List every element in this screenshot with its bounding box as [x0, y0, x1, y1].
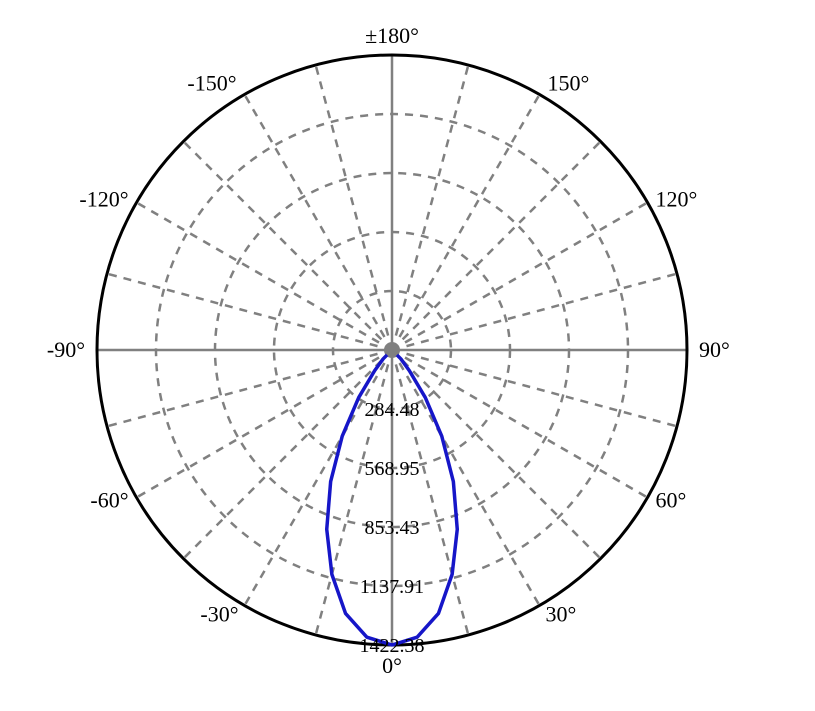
angle-label: 30° — [546, 601, 577, 626]
radial-tick-label: 1137.91 — [360, 576, 424, 598]
radial-tick-label: 568.95 — [365, 458, 420, 480]
angle-label: 90° — [699, 337, 730, 362]
polar-chart: 284.48568.95853.431137.911422.38±180°150… — [0, 0, 815, 711]
radial-tick-label: 853.43 — [365, 517, 420, 539]
angle-label: -90° — [47, 337, 85, 362]
angle-label: 0° — [382, 653, 402, 678]
angle-label: ±180° — [365, 23, 419, 48]
angle-label: 150° — [548, 71, 590, 96]
angle-label: -30° — [200, 601, 238, 626]
angle-label: -120° — [79, 187, 128, 212]
radial-tick-label: 284.48 — [365, 399, 420, 421]
center-dot — [385, 343, 399, 357]
angle-label: 120° — [655, 187, 697, 212]
angle-label: 60° — [655, 488, 686, 513]
angle-label: -60° — [90, 488, 128, 513]
chart-bg — [0, 0, 815, 711]
angle-label: -150° — [187, 71, 236, 96]
